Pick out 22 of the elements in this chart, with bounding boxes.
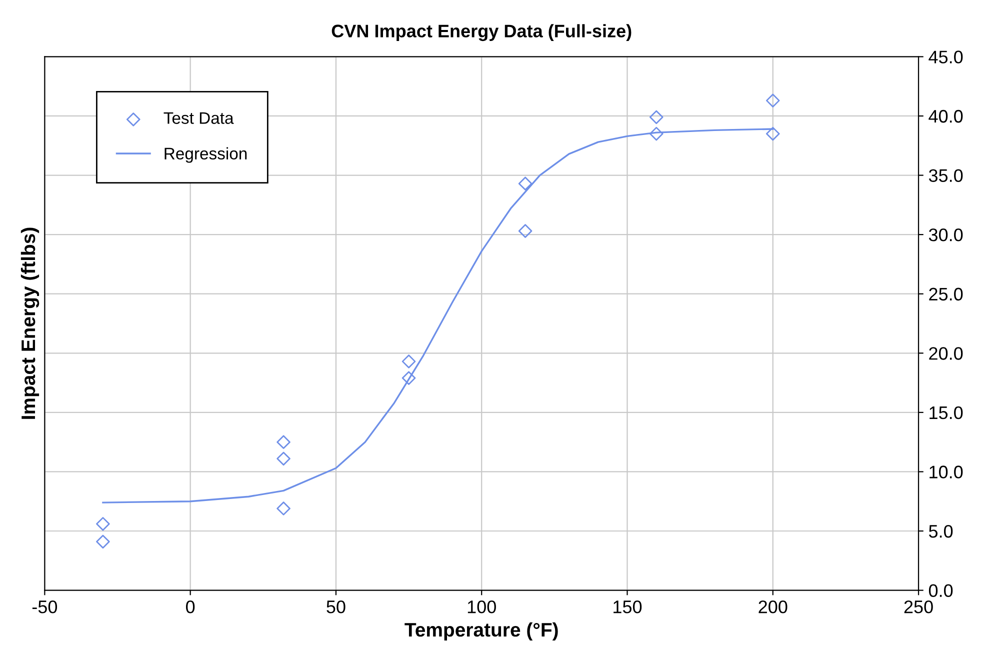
y-tick-label: 10.0 [930, 466, 963, 478]
y-tick-label: 30.0 [928, 228, 963, 242]
y-tick-label: 45.0 [928, 50, 963, 64]
y-tick-label: 20.0 [929, 347, 963, 360]
legend-label: Test Data [164, 112, 234, 124]
x-tick-label: 250 [904, 600, 933, 614]
y-tick-label: 40.0 [928, 110, 963, 123]
x-tick-label: 0 [186, 600, 195, 614]
x-tick-label: 150 [614, 600, 642, 614]
y-tick-label: 5.0 [928, 524, 953, 538]
y-tick-label: 0.0 [928, 584, 953, 598]
y-tick-label: 25.0 [929, 288, 963, 301]
legend-label: Regression [164, 147, 247, 163]
x-axis-title: Temperature (°F) [404, 622, 558, 641]
chart-title: CVN Impact Energy Data (Full-size) [332, 24, 632, 42]
y-axis-title: Impact Energy (ftlbs) [20, 228, 40, 419]
x-tick-label: 50 [326, 600, 346, 614]
y-tick-label: 35.0 [928, 169, 963, 182]
x-tick-label: -50 [32, 600, 58, 614]
x-tick-label: 200 [758, 600, 788, 614]
y-tick-label: 15.0 [930, 406, 963, 420]
x-tick-label: 100 [468, 600, 496, 614]
